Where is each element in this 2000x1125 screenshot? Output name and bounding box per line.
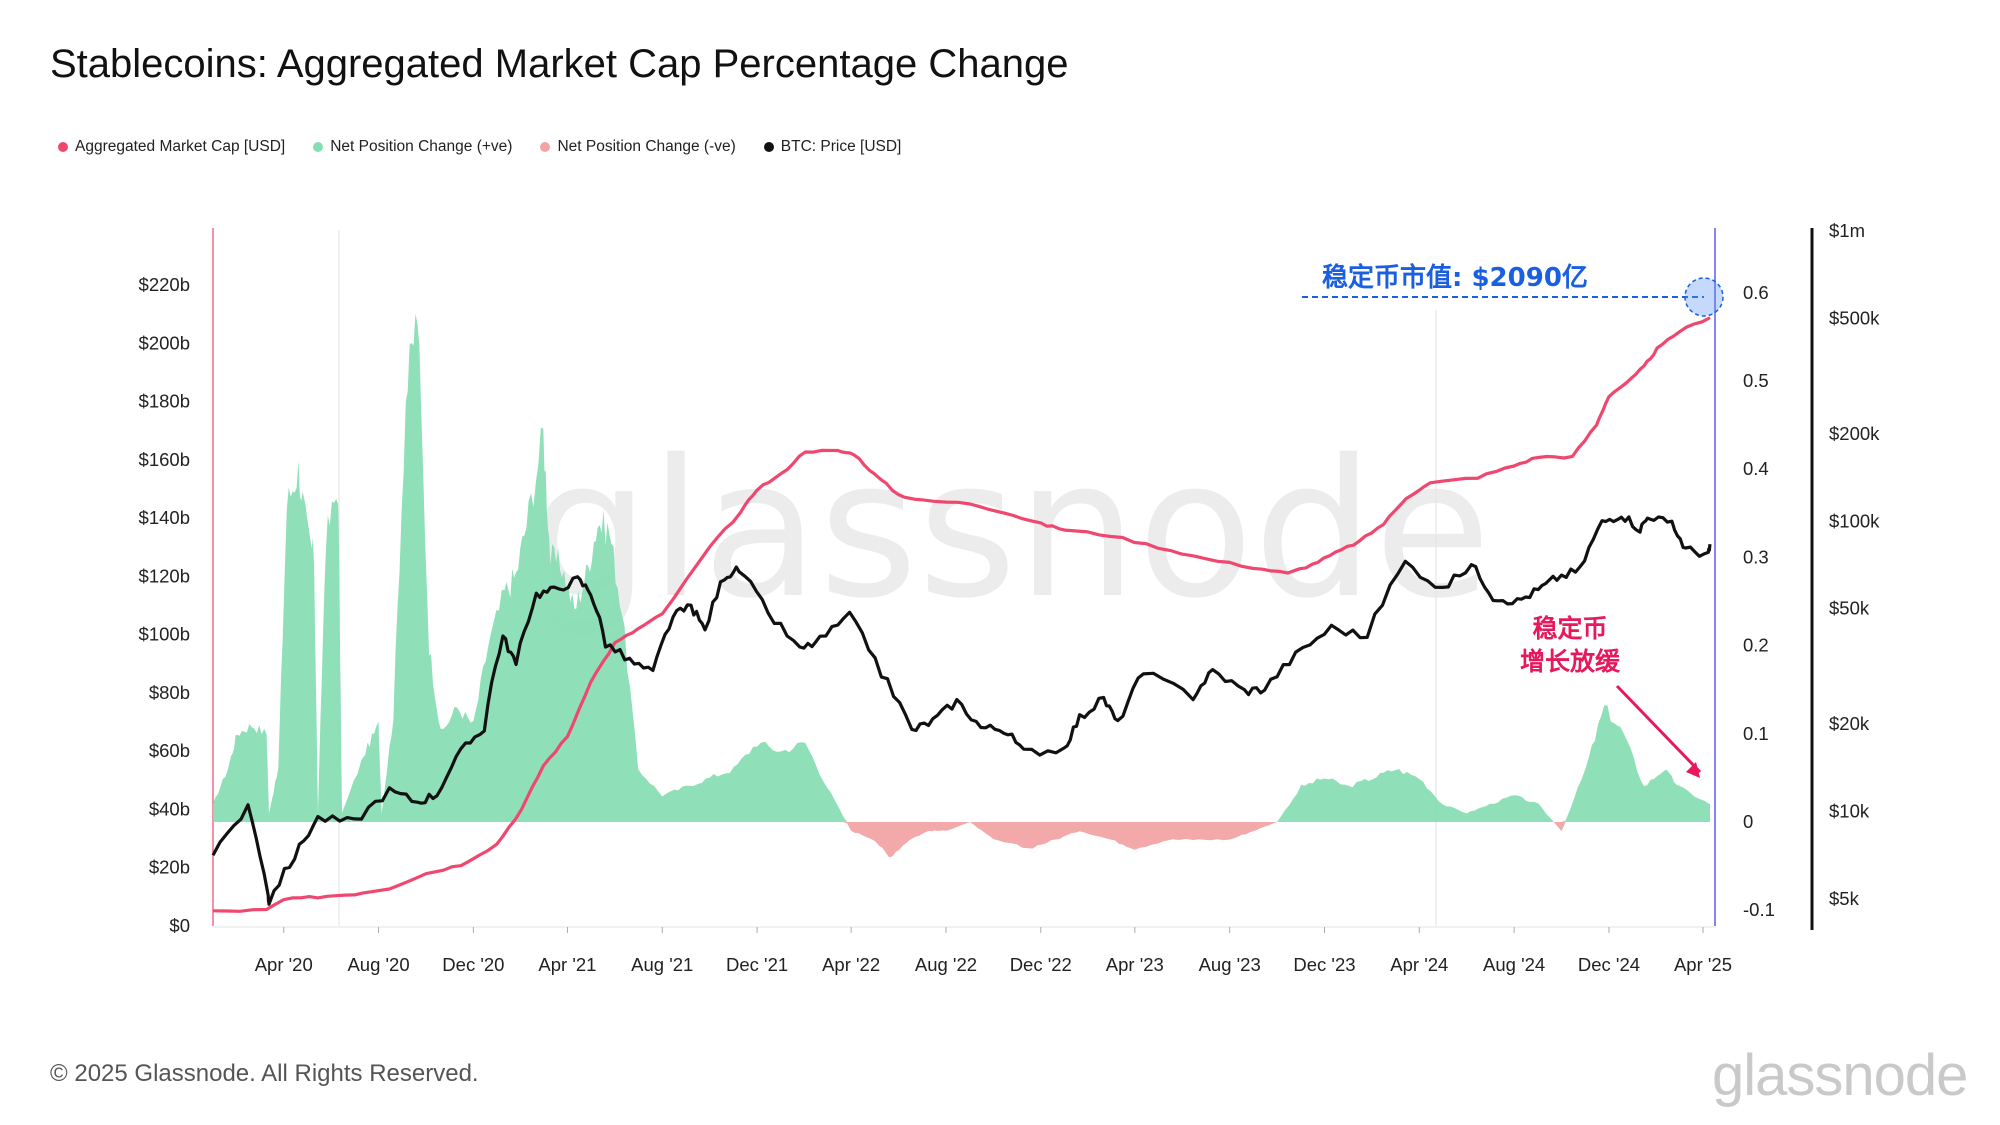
legend-dot-net-negative-icon <box>540 142 551 152</box>
y-mid-tick-label: 0.1 <box>1743 723 1769 744</box>
x-tick-label: Aug '22 <box>915 954 977 975</box>
x-tick-label: Apr '20 <box>255 954 313 975</box>
y-right-tick-label: $1m <box>1829 220 1865 241</box>
y-right-tick-label: $10k <box>1829 801 1870 822</box>
legend-item-market-cap[interactable]: Aggregated Market Cap [USD] <box>58 138 285 156</box>
legend-item-btc-price[interactable]: BTC: Price [USD] <box>763 138 902 156</box>
legend-dot-market-cap-icon <box>58 142 68 152</box>
legend-dot-btc-price-icon <box>763 142 774 152</box>
y-left-tick-label: $120b <box>139 565 190 586</box>
net-position-negative-area <box>213 822 1710 858</box>
market-cap-annotation: 稳定币市值: $2090亿 <box>1322 262 1588 293</box>
y-left-tick-label: $100b <box>139 624 190 645</box>
y-right-tick-label: $5k <box>1829 888 1860 909</box>
legend-label-net-negative: Net Position Change (-ve) <box>557 138 736 155</box>
x-tick-label: Apr '22 <box>822 954 880 975</box>
y-left-tick-label: $220b <box>139 274 190 295</box>
y-right-tick-label: $500k <box>1829 307 1880 328</box>
legend-item-net-negative[interactable]: Net Position Change (-ve) <box>540 138 736 156</box>
slowdown-arrow-head-icon <box>1686 762 1700 778</box>
y-mid-tick-label: 0.3 <box>1743 546 1769 567</box>
x-tick-label: Dec '24 <box>1578 954 1640 975</box>
market-cap-highlight-circle <box>1684 277 1724 317</box>
y-right-tick-label: $20k <box>1829 713 1870 734</box>
brand-logo: glassnode <box>1712 1043 1968 1108</box>
slowdown-annotation-line1: 稳定币 <box>1532 614 1607 643</box>
y-left-tick-label: $0 <box>169 915 190 936</box>
legend-label-market-cap: Aggregated Market Cap [USD] <box>75 138 286 155</box>
y-mid-tick-label: 0.6 <box>1743 282 1769 303</box>
x-tick-label: Dec '23 <box>1293 954 1355 975</box>
copyright: © 2025 Glassnode. All Rights Reserved. <box>50 1060 479 1087</box>
x-tick-label: Dec '21 <box>726 954 788 975</box>
y-left-tick-label: $80b <box>149 682 190 703</box>
market-cap-line <box>212 316 1711 913</box>
x-tick-label: Aug '24 <box>1483 954 1545 975</box>
x-tick-label: Aug '20 <box>347 954 409 975</box>
y-mid-tick-label: 0.4 <box>1743 458 1769 479</box>
legend-dot-net-positive-icon <box>313 142 324 152</box>
slowdown-arrow <box>1615 684 1702 774</box>
chart-title: Stablecoins: Aggregated Market Cap Perce… <box>50 42 1069 86</box>
x-tick-label: Apr '25 <box>1674 954 1732 975</box>
x-tick-label: Aug '21 <box>631 954 693 975</box>
y-right-tick-label: $100k <box>1829 510 1880 531</box>
y-left-tick-label: $40b <box>149 798 190 819</box>
y-mid-tick-label: 0.5 <box>1743 370 1769 391</box>
legend-label-net-positive: Net Position Change (+ve) <box>330 138 513 155</box>
y-mid-tick-label: 0.2 <box>1743 635 1769 656</box>
x-tick-label: Apr '23 <box>1106 954 1164 975</box>
y-left-tick-label: $140b <box>139 507 190 528</box>
y-left-tick-label: $160b <box>139 449 190 470</box>
slowdown-annotation-line2: 增长放缓 <box>1520 647 1621 676</box>
x-tick-label: Apr '24 <box>1390 954 1448 975</box>
x-tick-label: Dec '22 <box>1010 954 1072 975</box>
x-tick-label: Apr '21 <box>538 954 596 975</box>
y-mid-tick-label: -0.1 <box>1743 899 1775 920</box>
watermark: glassnode <box>529 419 1491 640</box>
legend-label-btc-price: BTC: Price [USD] <box>780 138 902 155</box>
btc-price-line <box>211 515 1712 906</box>
y-left-tick-label: $180b <box>139 391 190 412</box>
y-left-tick-label: $200b <box>139 332 190 353</box>
y-right-tick-label: $50k <box>1829 598 1870 619</box>
legend: Aggregated Market Cap [USD] Net Position… <box>58 138 901 156</box>
x-tick-label: Aug '23 <box>1199 954 1261 975</box>
y-right-tick-label: $200k <box>1829 423 1880 444</box>
y-mid-tick-label: 0 <box>1743 811 1753 832</box>
legend-item-net-positive[interactable]: Net Position Change (+ve) <box>313 138 512 156</box>
x-tick-label: Dec '20 <box>442 954 504 975</box>
net-position-positive-area <box>213 313 1710 822</box>
y-left-tick-label: $20b <box>149 857 190 878</box>
y-left-tick-label: $60b <box>149 740 190 761</box>
